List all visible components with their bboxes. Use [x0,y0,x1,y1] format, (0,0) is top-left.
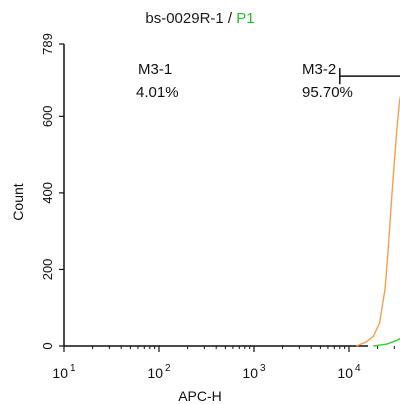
gate-m3-1-name: M3-1 [138,61,172,78]
gate-m3-2-name: M3-2 [302,61,336,78]
gate-m3-2-percent: 95.70% [302,84,353,101]
y-tick-label: 400 [40,182,55,204]
y-tick-label: 789 [40,33,55,55]
y-tick-label: 200 [40,259,55,281]
histogram-series-1 [357,90,400,347]
histogram-series-2 [373,70,400,346]
y-tick-label: 0 [40,342,55,349]
gate-m3-1-percent: 4.01% [136,84,179,101]
y-tick-label: 600 [40,105,55,127]
